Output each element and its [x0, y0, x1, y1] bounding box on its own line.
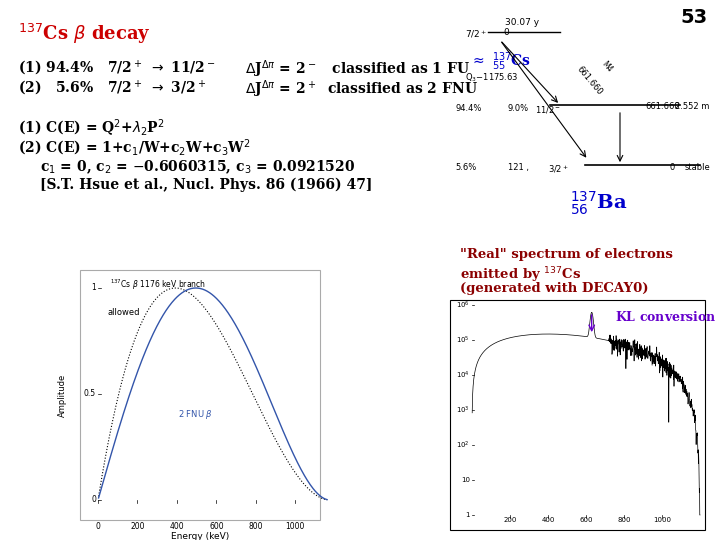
Text: $10^3$: $10^3$ — [456, 404, 470, 416]
Text: 1: 1 — [91, 284, 96, 293]
Text: M4: M4 — [600, 60, 614, 75]
Text: 0: 0 — [91, 496, 96, 504]
Text: 0: 0 — [670, 163, 675, 172]
Text: $^{137}$Cs $\beta$ decay: $^{137}$Cs $\beta$ decay — [18, 22, 150, 46]
Text: 10: 10 — [461, 477, 470, 483]
Text: 53: 53 — [681, 8, 708, 27]
Text: Energy (keV): Energy (keV) — [171, 532, 229, 540]
Text: 1000: 1000 — [286, 522, 305, 531]
Text: KL conversion e$^-$: KL conversion e$^-$ — [615, 310, 720, 324]
Text: $10^2$: $10^2$ — [456, 440, 470, 451]
Text: 1000: 1000 — [653, 517, 671, 523]
Text: 94.4%: 94.4% — [455, 104, 482, 113]
Text: 661.660: 661.660 — [645, 102, 680, 111]
Text: 2 FNU $\beta$: 2 FNU $\beta$ — [178, 408, 213, 421]
Text: 600: 600 — [209, 522, 224, 531]
Text: 200: 200 — [130, 522, 145, 531]
Text: 661.660: 661.660 — [575, 65, 604, 97]
Text: 800: 800 — [248, 522, 263, 531]
Text: (2)   5.6%   7/2$^+$ $\rightarrow$ 3/2$^+$: (2) 5.6% 7/2$^+$ $\rightarrow$ 3/2$^+$ — [18, 78, 206, 97]
Text: 7/2$^+$: 7/2$^+$ — [465, 28, 487, 40]
Text: $^{137}_{56}$Ba: $^{137}_{56}$Ba — [570, 190, 628, 218]
Text: Amplitude: Amplitude — [58, 373, 66, 417]
Text: 800: 800 — [617, 517, 631, 523]
Text: 3/2$^+$: 3/2$^+$ — [548, 163, 569, 175]
Text: (generated with DECAY0): (generated with DECAY0) — [460, 282, 649, 295]
Text: 5.6%: 5.6% — [455, 163, 476, 172]
Text: 200: 200 — [503, 517, 517, 523]
Text: 0: 0 — [503, 28, 509, 37]
Text: $\approx$ $^{137}_{55}$Cs: $\approx$ $^{137}_{55}$Cs — [470, 50, 531, 72]
Text: 9.0%: 9.0% — [508, 104, 529, 113]
Text: "Real" spectrum of electrons: "Real" spectrum of electrons — [460, 248, 673, 261]
Text: $10^4$: $10^4$ — [456, 369, 470, 381]
Text: 1: 1 — [466, 512, 470, 518]
Text: [S.T. Hsue et al., Nucl. Phys. 86 (1966) 47]: [S.T. Hsue et al., Nucl. Phys. 86 (1966)… — [40, 178, 372, 192]
Text: (1) C(E) = Q$^2$+$\lambda_2$P$^2$: (1) C(E) = Q$^2$+$\lambda_2$P$^2$ — [18, 118, 165, 139]
Text: 400: 400 — [541, 517, 554, 523]
Text: 400: 400 — [170, 522, 184, 531]
Text: stable: stable — [685, 163, 711, 172]
Text: (2) C(E) = 1+c$_1$/W+c$_2$W+c$_3$W$^2$: (2) C(E) = 1+c$_1$/W+c$_2$W+c$_3$W$^2$ — [18, 138, 251, 158]
Text: 30.07 y: 30.07 y — [505, 18, 539, 27]
Text: 600: 600 — [580, 517, 593, 523]
Text: 2.552 m: 2.552 m — [675, 102, 709, 111]
Text: 11/2$^-$: 11/2$^-$ — [535, 104, 561, 115]
Text: emitted by $^{137}$Cs: emitted by $^{137}$Cs — [460, 265, 581, 285]
Text: $10^6$: $10^6$ — [456, 299, 470, 310]
Text: $10^5$: $10^5$ — [456, 334, 470, 346]
Text: 0.5: 0.5 — [84, 389, 96, 399]
Text: 121 ,: 121 , — [508, 163, 529, 172]
Text: $^{137}$Cs $\beta$ 1176 keV branch: $^{137}$Cs $\beta$ 1176 keV branch — [110, 278, 206, 292]
Text: allowed: allowed — [108, 308, 140, 317]
Text: Q$_3$$-$1175.63: Q$_3$$-$1175.63 — [465, 72, 518, 84]
Bar — [450, 300, 705, 530]
Text: $\Delta$J$^{\Delta\pi}$ = 2$^-$   classified as 1 FU: $\Delta$J$^{\Delta\pi}$ = 2$^-$ classifi… — [245, 58, 470, 79]
Text: 0: 0 — [96, 522, 100, 531]
Text: $\Delta$J$^{\Delta\pi}$ = 2$^+$  classified as 2 FNU: $\Delta$J$^{\Delta\pi}$ = 2$^+$ classifi… — [245, 78, 478, 99]
Bar — [80, 270, 320, 520]
Text: (1) 94.4%   7/2$^+$ $\rightarrow$ 11/2$^-$: (1) 94.4% 7/2$^+$ $\rightarrow$ 11/2$^-$ — [18, 58, 216, 77]
Text: c$_1$ = 0, c$_2$ = $-$0.6060315, c$_3$ = 0.0921520: c$_1$ = 0, c$_2$ = $-$0.6060315, c$_3$ =… — [40, 158, 355, 176]
